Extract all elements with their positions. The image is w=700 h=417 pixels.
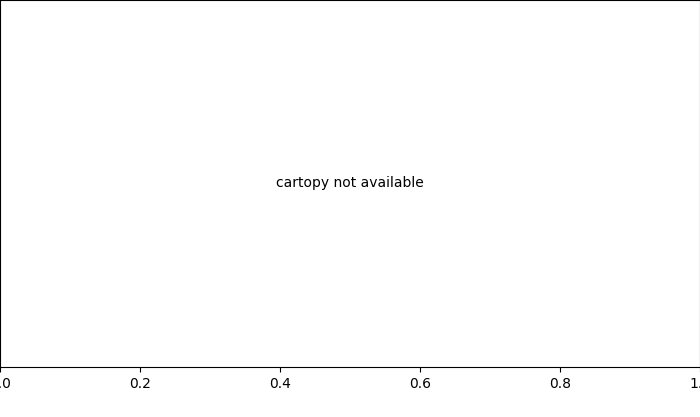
- Text: cartopy not available: cartopy not available: [276, 176, 424, 191]
